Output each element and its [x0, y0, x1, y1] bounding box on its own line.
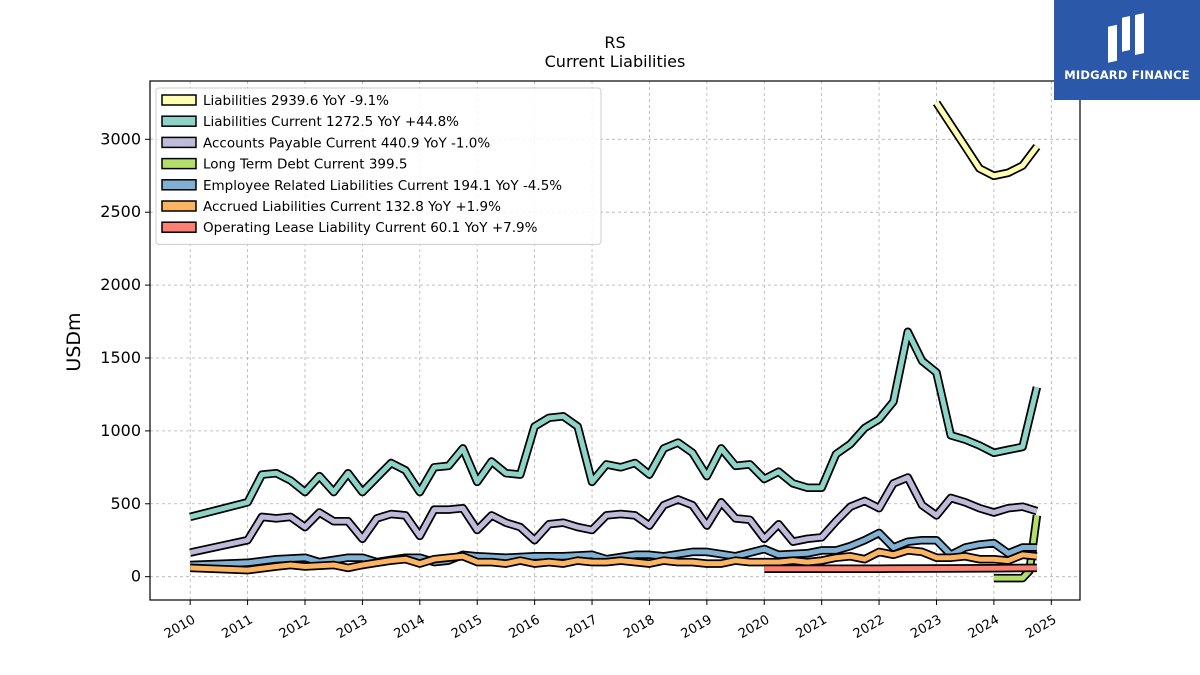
legend-swatch: [161, 94, 197, 106]
y-tick-label: 2000: [100, 275, 141, 294]
chart-subtitle: Current Liabilities: [545, 52, 686, 71]
legend-label: Long Term Debt Current 399.5: [203, 157, 407, 173]
legend-swatch: [161, 179, 197, 191]
series-line: [189, 329, 1040, 520]
grid: [150, 81, 1080, 600]
legend-label: Employee Related Liabilities Current 194…: [203, 178, 562, 194]
x-tick-label: 2019: [679, 612, 715, 642]
legend-label: Accounts Payable Current 440.9 YoY -1.0%: [203, 135, 490, 151]
series-0: [932, 100, 1041, 181]
legend-swatch: [161, 115, 197, 127]
legend-label: Liabilities Current 1272.5 YoY +44.8%: [203, 114, 459, 130]
brand-logo: MIDGARD FINANCE: [1054, 0, 1200, 100]
y-axis-label: USDm: [63, 312, 85, 371]
y-tick-label: 500: [110, 494, 141, 513]
x-tick-label: 2016: [506, 612, 542, 642]
series-6: [764, 563, 1037, 573]
y-tick-label: 0: [131, 567, 141, 586]
x-tick-label: 2025: [1023, 612, 1059, 642]
x-tick-label: 2012: [277, 612, 313, 642]
y-tick-label: 2500: [100, 202, 141, 221]
y-axis: 0 500 1000 1500 2000 2500 3000: [100, 129, 150, 586]
legend: Liabilities 2939.6 YoY -9.1% Liabilities …: [155, 87, 602, 245]
legend-box: [155, 87, 602, 245]
legend-label: Accrued Liabilities Current 132.8 YoY +1…: [203, 199, 501, 215]
series-line: [189, 475, 1038, 556]
y-tick-label: 1000: [100, 421, 141, 440]
x-tick-label: 2017: [564, 612, 600, 642]
y-tick-label: 1500: [100, 348, 141, 367]
x-tick-label: 2011: [219, 612, 255, 642]
series-line: [190, 547, 1038, 573]
x-tick-label: 2020: [736, 612, 772, 642]
legend-swatch: [161, 157, 197, 170]
series-line: [934, 101, 1039, 179]
legend-label: Liabilities 2939.6 YoY -9.1%: [203, 93, 389, 109]
series-lines: [189, 100, 1042, 583]
x-tick-label: 2014: [392, 612, 428, 642]
x-tick-label: 2018: [621, 612, 657, 642]
x-tick-label: 2010: [162, 612, 198, 642]
legend-swatch: [161, 221, 197, 233]
x-tick-label: 2022: [851, 612, 887, 642]
legend-label: Operating Lease Liability Current 60.1 Y…: [203, 220, 538, 236]
legend-swatch: [161, 200, 197, 212]
plot-frame: [149, 80, 1081, 601]
chart-title: RS: [604, 33, 625, 52]
legend-swatch: [161, 136, 197, 149]
y-tick-label: 3000: [100, 129, 141, 148]
series-1: [189, 327, 1042, 522]
series-5: [190, 546, 1038, 575]
logo-icon: [1108, 13, 1144, 63]
x-tick-label: 2023: [908, 612, 944, 642]
x-tick-label: 2021: [794, 612, 830, 642]
x-tick-label: 2013: [334, 612, 370, 642]
series-2: [189, 473, 1039, 557]
series-line: [764, 565, 1037, 572]
x-tick-label: 2024: [966, 612, 1002, 642]
x-axis: 2010 2011 2012 2013 2014 2015 2016 2017 2018 2019…: [162, 600, 1059, 642]
x-tick-label: 2015: [449, 612, 485, 642]
logo-text: MIDGARD FINANCE: [1064, 68, 1190, 82]
